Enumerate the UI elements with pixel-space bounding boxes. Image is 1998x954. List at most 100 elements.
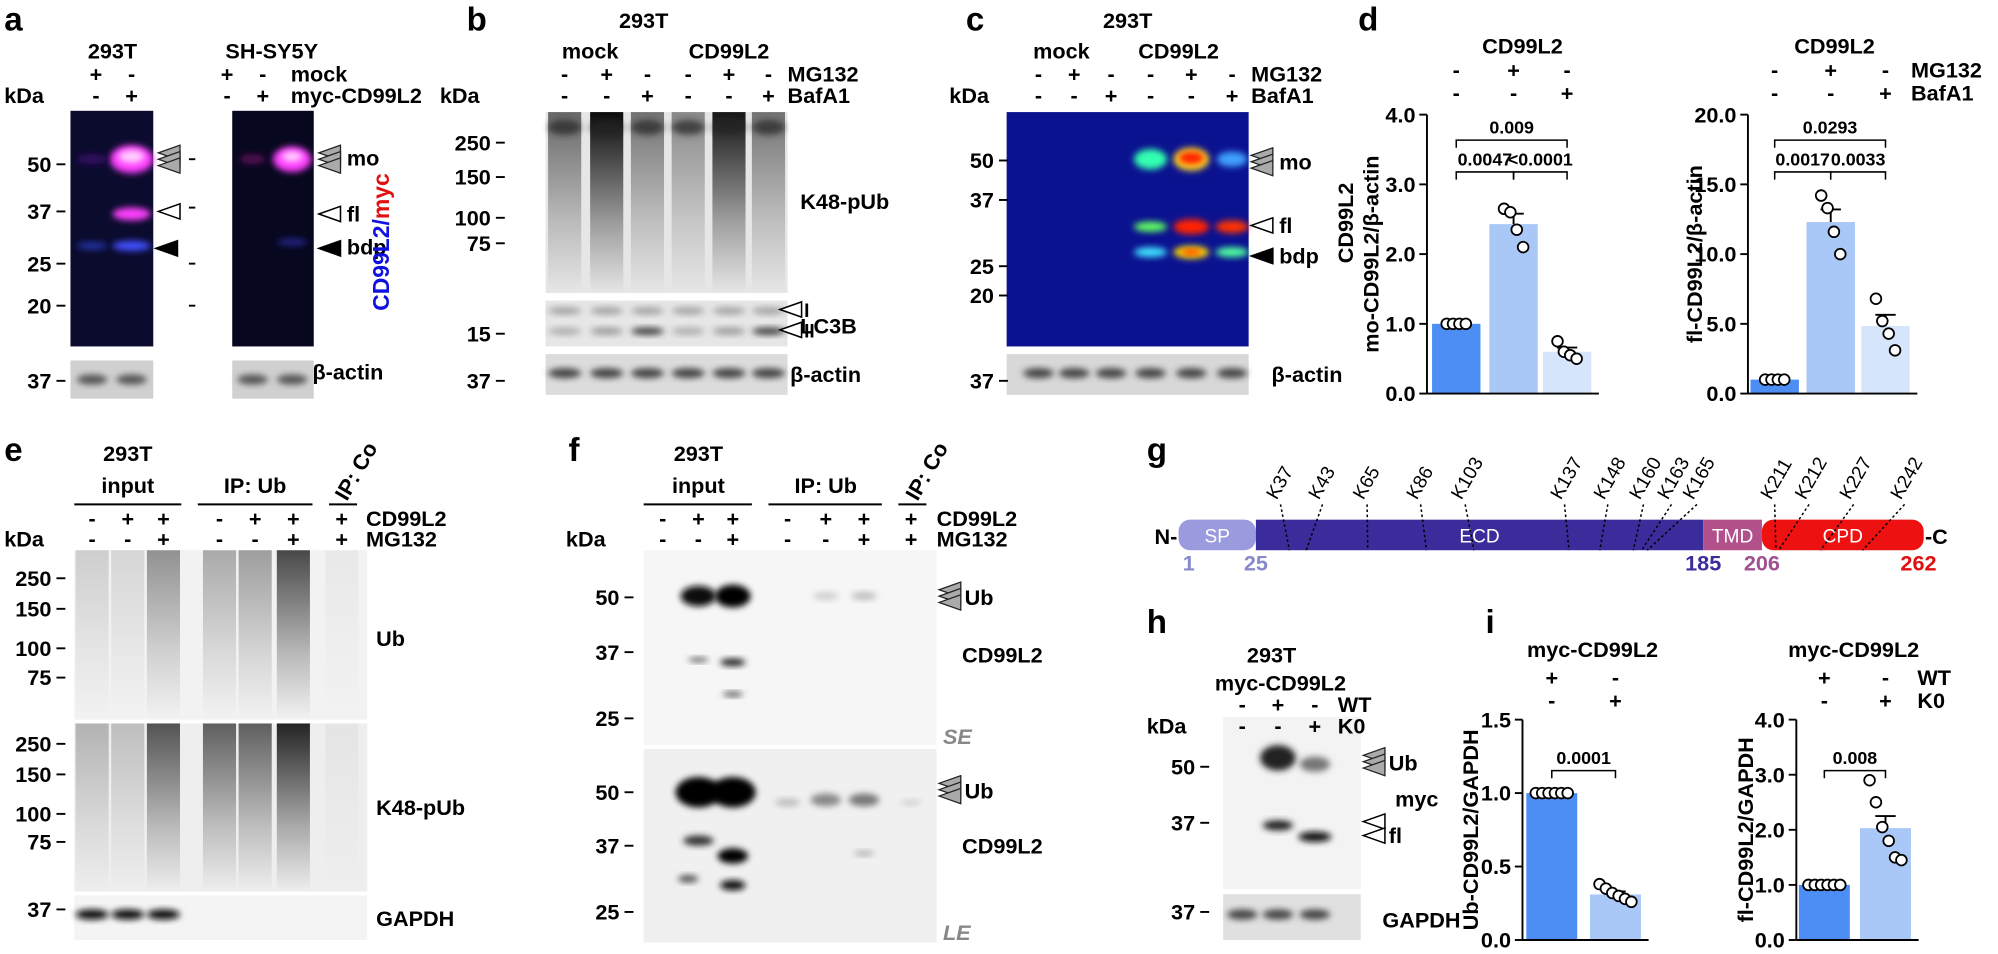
sign: + bbox=[762, 83, 775, 108]
band bbox=[76, 154, 108, 165]
sign: - bbox=[725, 83, 732, 108]
bar bbox=[1798, 884, 1850, 940]
blot bbox=[545, 112, 788, 293]
band bbox=[146, 909, 181, 920]
label: LC3B bbox=[800, 314, 857, 339]
arrowhead bbox=[1249, 159, 1274, 177]
blot bbox=[238, 550, 272, 720]
y-axis-label: fl-CD99L2/GAPDH bbox=[1733, 737, 1758, 922]
sign: - bbox=[644, 62, 651, 87]
label: Ub bbox=[1389, 751, 1418, 776]
sign: + bbox=[600, 62, 613, 87]
sign: - bbox=[1071, 83, 1078, 108]
marker: 25 bbox=[27, 251, 51, 276]
lysine-line bbox=[1820, 503, 1855, 551]
band bbox=[548, 327, 582, 335]
band bbox=[76, 374, 108, 385]
condition-label: WT bbox=[1917, 665, 1951, 690]
y-tick-label: 20.0 bbox=[1694, 102, 1736, 127]
sign: - bbox=[216, 526, 223, 551]
band bbox=[630, 368, 665, 379]
marker: 75 bbox=[467, 231, 491, 256]
label: MG132 bbox=[366, 526, 437, 551]
marker: 37 bbox=[467, 368, 491, 393]
sign: + bbox=[157, 526, 170, 551]
label: kDa bbox=[949, 83, 990, 108]
stain-label: CD99L2/myc bbox=[368, 173, 394, 311]
y-tick-label: 0.0 bbox=[1481, 928, 1511, 953]
sign: + bbox=[1507, 58, 1520, 83]
band bbox=[1215, 220, 1249, 234]
band bbox=[1299, 909, 1331, 920]
lysine: K86 bbox=[1403, 463, 1438, 503]
blot bbox=[111, 723, 145, 892]
arrowhead bbox=[1248, 216, 1274, 235]
sign: - bbox=[685, 62, 692, 87]
sign: + bbox=[249, 506, 262, 531]
marker: 25 bbox=[595, 900, 619, 925]
label: GAPDH bbox=[376, 906, 454, 931]
band bbox=[717, 848, 749, 864]
blot bbox=[70, 110, 154, 347]
sign: - bbox=[1882, 58, 1889, 83]
panel-letter: f bbox=[568, 432, 580, 469]
band bbox=[1173, 219, 1210, 235]
band bbox=[237, 374, 268, 385]
sign: + bbox=[287, 506, 300, 531]
band bbox=[548, 306, 582, 315]
label: kDa bbox=[566, 526, 607, 551]
label: fl bbox=[347, 202, 360, 227]
label: CD99L2 bbox=[962, 833, 1043, 858]
band bbox=[678, 875, 699, 883]
sign: + bbox=[1226, 83, 1239, 108]
label: BafA1 bbox=[1251, 83, 1314, 108]
bracket bbox=[1773, 171, 1832, 180]
marker: 150 bbox=[15, 762, 51, 787]
sign: + bbox=[1879, 81, 1892, 106]
band bbox=[118, 150, 145, 164]
label: IP: Co bbox=[900, 438, 953, 505]
marker: 37 bbox=[27, 897, 51, 922]
sign: + bbox=[121, 506, 134, 531]
lysine: K103 bbox=[1447, 454, 1487, 503]
marker: 100 bbox=[455, 205, 491, 230]
blot bbox=[325, 550, 359, 720]
sign: - bbox=[1228, 62, 1235, 87]
band bbox=[76, 242, 108, 250]
band bbox=[1134, 221, 1168, 232]
residue-number: 25 bbox=[1244, 551, 1268, 576]
lysine: K227 bbox=[1836, 454, 1876, 503]
label: 293T bbox=[1247, 642, 1296, 667]
data-point bbox=[1869, 292, 1883, 305]
band bbox=[1178, 151, 1205, 165]
label: 293T bbox=[88, 39, 137, 64]
band bbox=[709, 776, 756, 808]
marker: 37 bbox=[1171, 900, 1195, 925]
label: bdp bbox=[1279, 244, 1319, 269]
marker: 37 bbox=[1171, 810, 1195, 835]
sign: - bbox=[561, 62, 568, 87]
sign: + bbox=[335, 526, 348, 551]
blot bbox=[590, 112, 624, 293]
chart-title: myc-CD99L2 bbox=[1527, 637, 1658, 662]
chart-title: myc-CD99L2 bbox=[1788, 637, 1919, 662]
band bbox=[630, 119, 665, 136]
band bbox=[276, 238, 308, 246]
band bbox=[116, 374, 147, 385]
sign: + bbox=[641, 83, 654, 108]
marker: 75 bbox=[27, 830, 51, 855]
band bbox=[75, 909, 109, 920]
marker: 25 bbox=[595, 706, 619, 731]
blot bbox=[75, 550, 109, 720]
label: Ub bbox=[376, 626, 405, 651]
label: myc-CD99L2 bbox=[1215, 670, 1346, 695]
band bbox=[111, 909, 145, 920]
bracket bbox=[1773, 139, 1887, 148]
blot bbox=[712, 112, 746, 293]
label: CD99L2 bbox=[937, 506, 1018, 531]
y-tick-label: 3.0 bbox=[1755, 762, 1785, 787]
sign: - bbox=[1035, 83, 1042, 108]
band bbox=[712, 306, 746, 315]
band bbox=[671, 368, 705, 379]
